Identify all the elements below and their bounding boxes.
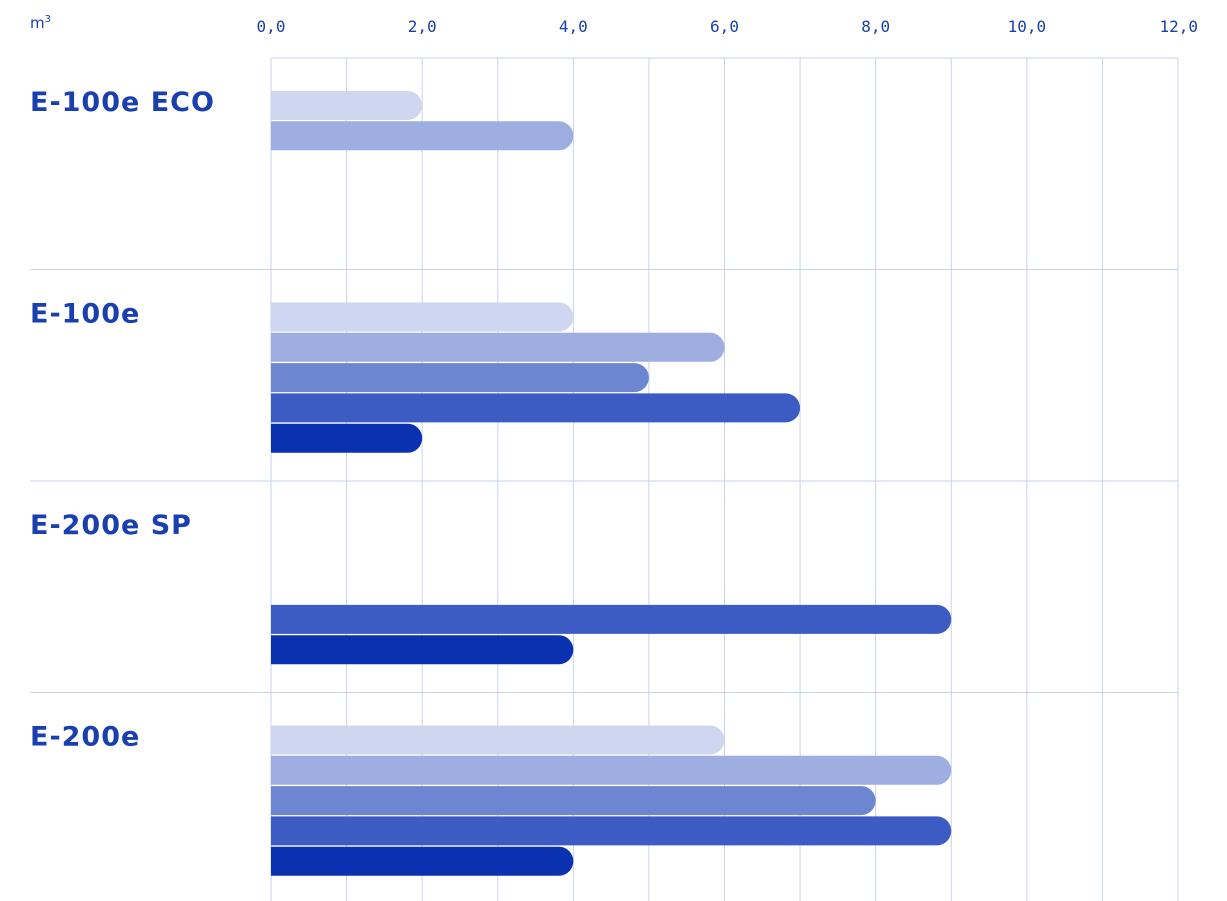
bar — [271, 302, 574, 332]
category-label: E-200e SP — [30, 510, 192, 541]
x-tick-label: 6,0 — [710, 17, 739, 36]
bar — [271, 635, 574, 665]
category-label: E-100e ECO — [30, 87, 215, 118]
bar — [271, 332, 725, 362]
bar — [271, 846, 574, 876]
bar — [271, 91, 423, 120]
bar — [271, 816, 952, 846]
bar — [271, 121, 574, 151]
bar — [271, 786, 876, 816]
bar — [271, 604, 952, 634]
bar — [271, 393, 801, 423]
x-tick-label: 12,0 — [1159, 17, 1198, 36]
bar — [271, 363, 649, 393]
x-tick-label: 4,0 — [559, 17, 588, 36]
x-tick-label: 0,0 — [257, 17, 286, 36]
bars — [271, 91, 952, 876]
x-tick-label: 10,0 — [1008, 17, 1047, 36]
category-label: E-100e — [30, 299, 140, 330]
x-tick-label: 8,0 — [861, 17, 890, 36]
labels: m3 0,0 2,0 4,0 6,0 8,0 10,0 12,0 E-100e ECO E-10… — [30, 14, 1198, 753]
grid-lines — [30, 57, 1179, 901]
bar — [271, 755, 952, 785]
x-tick-label: 2,0 — [408, 17, 437, 36]
unit-superscript: 3 — [45, 14, 51, 25]
bar — [271, 423, 423, 453]
category-label: E-200e — [30, 722, 140, 753]
bar — [271, 725, 725, 755]
unit-label: m3 — [30, 14, 51, 32]
unit-text: m — [30, 14, 45, 32]
